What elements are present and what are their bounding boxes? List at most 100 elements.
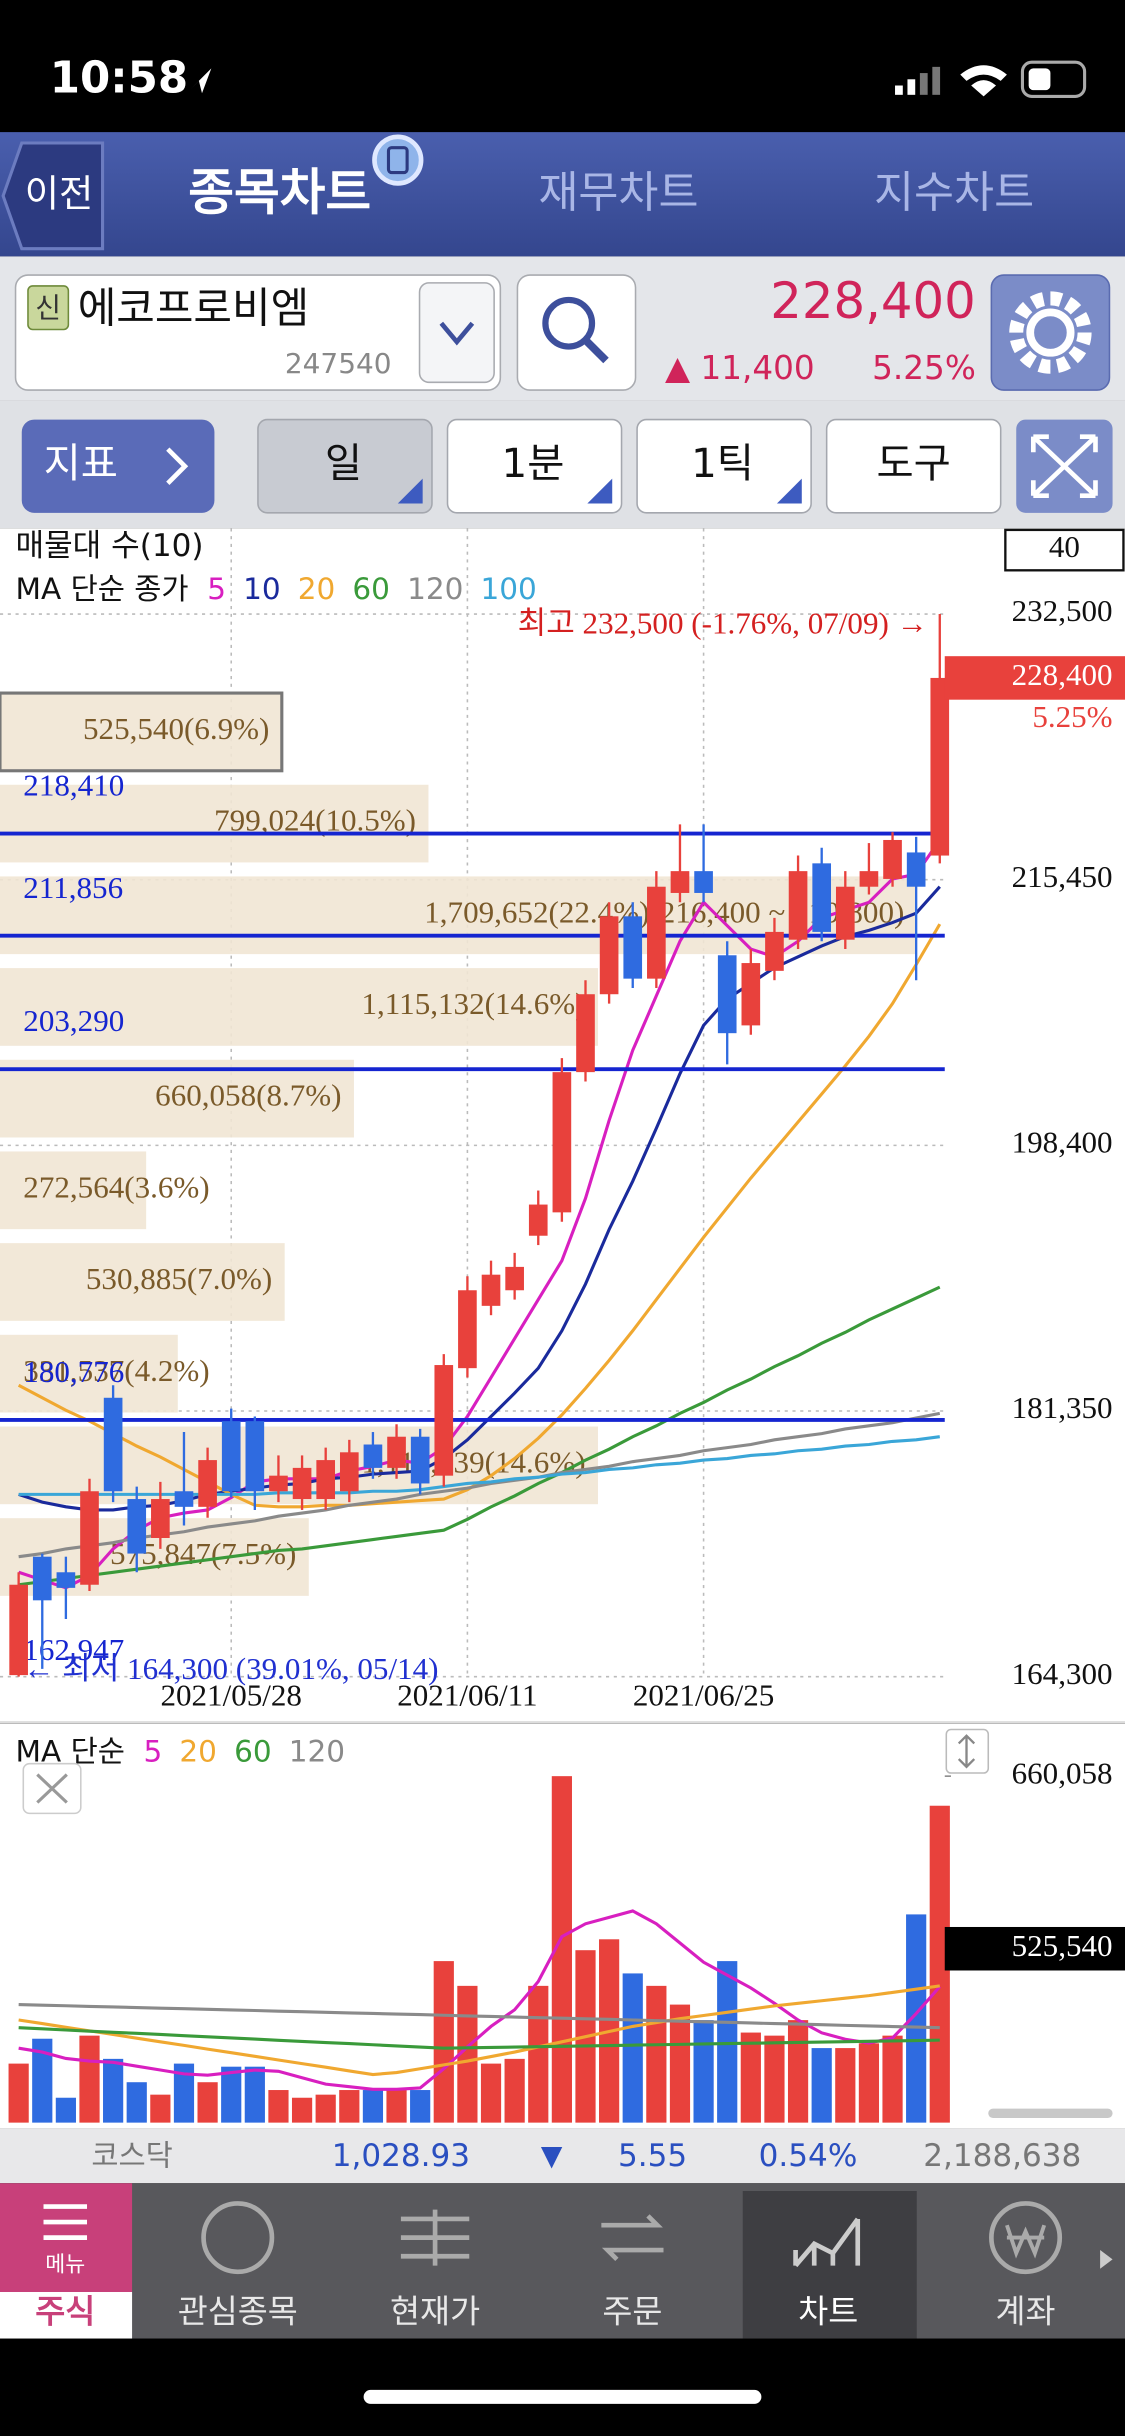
index-change: 5.55: [618, 2138, 687, 2174]
tab-active[interactable]: 종목차트: [188, 163, 371, 221]
y-tick-label: 198,400: [1012, 1124, 1113, 1159]
tab[interactable]: 지수차트: [874, 168, 1034, 218]
profile-title: 매물대 수(10): [16, 528, 204, 564]
tools-label[interactable]: 도구: [877, 439, 951, 487]
volume-bar: [882, 2035, 903, 2123]
count-label: 40: [1049, 529, 1080, 564]
tab-label[interactable]: 관심종목: [178, 2293, 298, 2331]
candle-body: [859, 871, 879, 887]
profile-bar: [0, 1059, 354, 1138]
y-tick-label: 164,300: [1012, 1656, 1113, 1691]
search-button[interactable]: [516, 274, 637, 391]
level-label: 203,290: [23, 1003, 124, 1038]
back-button[interactable]: [1, 141, 105, 251]
volume-bar: [410, 2090, 431, 2123]
candle-body: [528, 1204, 548, 1236]
minute-button[interactable]: [446, 418, 623, 514]
tick-button[interactable]: [636, 418, 812, 514]
minute-label[interactable]: 1분: [502, 439, 565, 487]
tab-label[interactable]: 현재가: [390, 2293, 480, 2331]
menu-label[interactable]: 메뉴: [45, 2253, 85, 2278]
profile-label: 331,537(4.2%): [23, 1353, 209, 1388]
settings-button[interactable]: [990, 274, 1111, 391]
volume-bar: [764, 2035, 785, 2123]
volume-bar: [315, 2094, 336, 2123]
period-button[interactable]: [257, 418, 433, 514]
search-icon: [542, 296, 596, 350]
candle-body: [387, 1436, 406, 1468]
badge: [27, 285, 70, 331]
back-label[interactable]: 이전: [25, 171, 94, 215]
stock-name-box[interactable]: [14, 274, 502, 391]
last-change-label: 5.25%: [1032, 699, 1112, 734]
volume-bar: [386, 2090, 407, 2123]
x-tick-label: 2021/06/11: [397, 1678, 537, 1713]
sync-icon[interactable]: [372, 134, 424, 186]
tab-icon-won: [1005, 2224, 1047, 2259]
volume-bar: [622, 1973, 643, 2123]
candle-body: [434, 1365, 454, 1476]
volume-bar: [291, 2097, 313, 2123]
candle-body: [410, 1436, 430, 1484]
index-value: 1,028.93: [332, 2138, 470, 2174]
tab-selected-bg: [742, 2190, 917, 2339]
volume-bar: [221, 2066, 242, 2123]
tab-label[interactable]: 주식: [35, 2293, 95, 2331]
tab-icon: [793, 2217, 861, 2268]
candle-body: [576, 994, 595, 1073]
dropdown-chevron: [439, 321, 475, 346]
tab[interactable]: 재무차트: [538, 168, 698, 218]
volume-bar: [244, 2066, 265, 2123]
volume-bar: [8, 2063, 29, 2123]
tab-bar: [0, 2183, 1125, 2339]
indicator-label[interactable]: 지표: [44, 439, 118, 487]
candle-body: [458, 1290, 477, 1369]
scrollbar[interactable]: [988, 2108, 1113, 2118]
candle-body: [883, 839, 902, 879]
level-label: 218,410: [23, 768, 124, 803]
volume-bar: [693, 2020, 714, 2123]
tab-label[interactable]: 주문: [602, 2293, 662, 2331]
header-bar: [0, 132, 1125, 257]
gear-icon-inner: [1026, 308, 1075, 357]
period-label[interactable]: 일: [325, 439, 362, 487]
candle-body: [269, 1475, 288, 1492]
tick-corner: [776, 478, 802, 504]
profile-label: 525,540(6.9%): [83, 711, 269, 746]
index-change-pct: 0.54%: [759, 2138, 858, 2174]
tab-icon: [601, 2214, 664, 2262]
home-indicator[interactable]: [363, 2389, 762, 2404]
candle-body: [623, 916, 643, 979]
ma-line: [18, 839, 942, 1590]
legend-entry: 10: [243, 572, 281, 606]
tick-label[interactable]: 1틱: [691, 439, 754, 487]
profile-bar: [0, 784, 429, 863]
candle-body: [245, 1421, 265, 1492]
volume-bar: [551, 1776, 572, 2123]
chart-layer: 164,300 181,350 198,400 215,450 232,500 2021/…: [0, 528, 1125, 2123]
tab-label[interactable]: 차트: [798, 2293, 858, 2331]
candle-body: [56, 1572, 76, 1588]
y-tick-label: 660,058: [1012, 1755, 1113, 1790]
tab-icon: [400, 2209, 470, 2266]
candle-body: [717, 955, 737, 1034]
x-tick-label: 2021/06/25: [633, 1678, 775, 1713]
legend-entry: 60: [352, 572, 390, 606]
candle-body: [103, 1397, 123, 1492]
profile-bar: [0, 876, 917, 955]
level-label: 180,776: [23, 1354, 124, 1389]
tab-scroll-arrow[interactable]: [1100, 2250, 1113, 2269]
volume-ma-line: [18, 1909, 941, 2091]
y-tick-label: 232,500: [1012, 593, 1113, 628]
legend-entry: 60: [234, 1734, 272, 1768]
candle-body: [741, 963, 761, 1026]
tools-button[interactable]: [825, 418, 1002, 514]
indicator-button[interactable]: [21, 419, 215, 513]
volume-bar: [339, 2090, 360, 2123]
tab-label[interactable]: 계좌: [996, 2293, 1056, 2331]
stock-change-pct: 5.25%: [872, 349, 976, 387]
low-annotation: ← 최저 164,300 (39.01%, 05/14): [23, 1651, 438, 1686]
ma-line: [18, 885, 941, 1512]
candle-body: [835, 886, 855, 940]
dropdown-button[interactable]: [418, 282, 495, 384]
